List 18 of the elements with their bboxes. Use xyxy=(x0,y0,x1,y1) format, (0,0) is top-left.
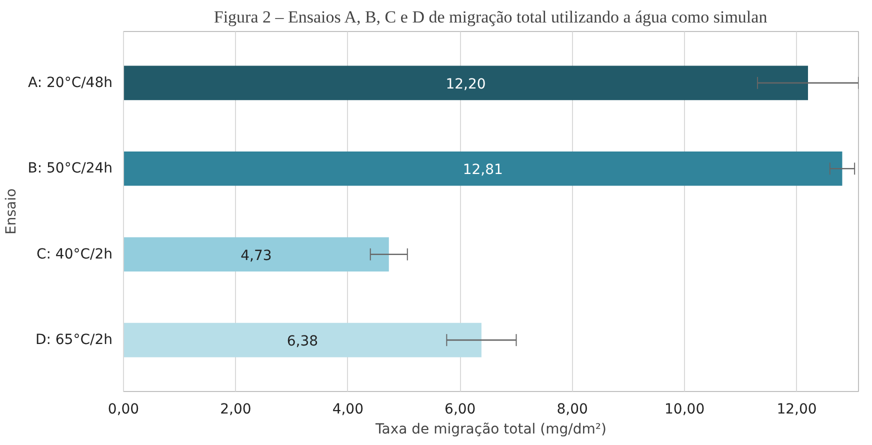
data-label: 4,73 xyxy=(240,248,272,264)
x-axis-title: Taxa de migração total (mg/dm²) xyxy=(374,422,606,438)
x-tick-label: 8,00 xyxy=(556,402,588,418)
x-tick-label: 10,00 xyxy=(664,402,705,418)
x-tick-label: 0,00 xyxy=(108,402,140,418)
y-tick-label: A: 20°C/48h xyxy=(28,74,113,91)
x-tick-label: 12,00 xyxy=(776,402,817,418)
data-label: 12,20 xyxy=(446,76,486,92)
data-label: 6,38 xyxy=(286,334,318,350)
x-tick-label: 4,00 xyxy=(332,402,364,418)
y-tick-label: C: 40°C/2h xyxy=(36,246,112,262)
y-axis-title: Ensaio xyxy=(4,188,20,235)
x-tick-label: 6,00 xyxy=(444,402,476,418)
y-tick-label: D: 65°C/2h xyxy=(35,332,113,348)
chart-title: Figura 2 – Ensaios A, B, C e D de migração total utilizando a água como simulan xyxy=(214,8,768,26)
x-tick-label: 2,00 xyxy=(220,402,252,418)
data-label: 12,81 xyxy=(462,162,503,178)
y-tick-label: B: 50°C/24h xyxy=(28,160,112,177)
